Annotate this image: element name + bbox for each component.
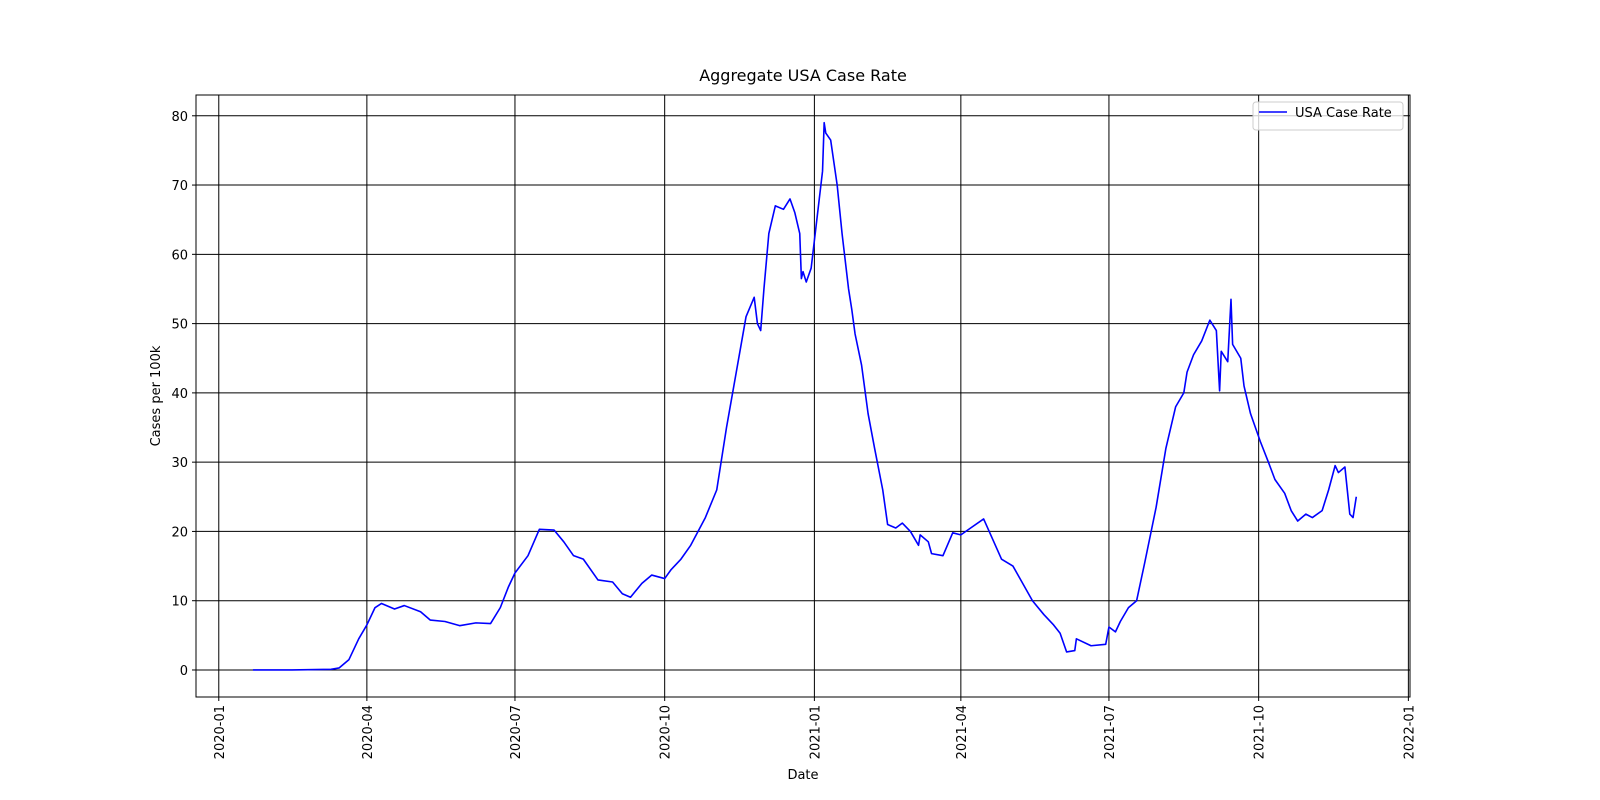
y-tick-label: 80 [171, 110, 188, 125]
y-axis-label: Cases per 100k [149, 345, 164, 446]
legend: USA Case Rate [1252, 101, 1404, 131]
y-tick-label: 10 [171, 595, 188, 610]
legend-box [1252, 101, 1404, 131]
x-tick-label: 2021-10 [1253, 705, 1268, 759]
x-axis-label: Date [787, 768, 818, 783]
y-tick-label: 40 [171, 387, 188, 402]
x-tick-label: 2021-04 [955, 705, 970, 759]
y-tick-label: 70 [171, 179, 188, 194]
x-tick-label: 2020-07 [509, 705, 524, 759]
y-tick-label: 50 [171, 318, 188, 333]
x-tick-label: 2022-01 [1402, 705, 1417, 759]
data-line [252, 121, 1358, 671]
legend-label: USA Case Rate [1295, 106, 1392, 121]
y-tick-label: 0 [180, 664, 188, 679]
plot-frame [195, 94, 1411, 698]
y-tick-label: 20 [171, 525, 188, 540]
x-tick-label: 2020-04 [361, 705, 376, 759]
x-tick-label: 2021-01 [808, 705, 823, 759]
chart-title: Aggregate USA Case Rate [699, 66, 907, 85]
y-tick-label: 30 [171, 456, 188, 471]
x-tick-label: 2021-07 [1103, 705, 1118, 759]
x-tick-label: 2020-10 [659, 705, 674, 759]
y-tick-label: 60 [171, 248, 188, 263]
x-tick-label: 2020-01 [213, 705, 228, 759]
